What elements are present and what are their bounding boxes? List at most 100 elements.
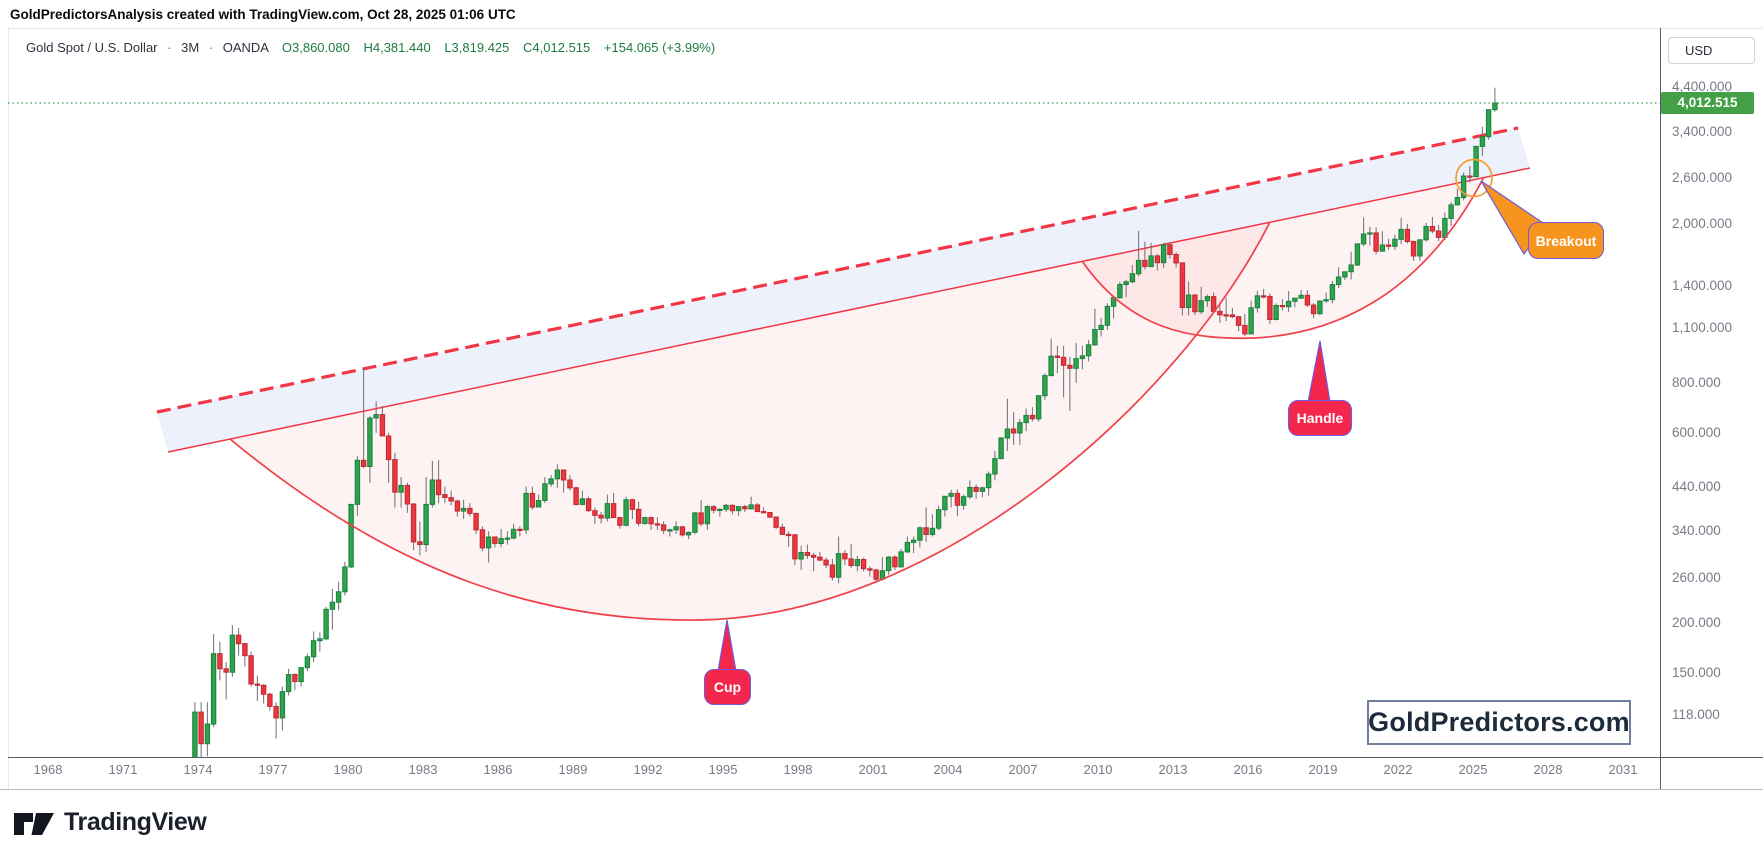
- candle: [804, 552, 811, 556]
- year-tick-label: 2031: [1608, 762, 1638, 777]
- candle: [1254, 295, 1261, 309]
- chart-legend[interactable]: Gold Spot / U.S. Dollar · 3M · OANDA O3,…: [26, 40, 715, 55]
- currency-selector[interactable]: USD: [1668, 37, 1755, 64]
- candle: [1117, 284, 1123, 299]
- candle: [904, 541, 911, 553]
- year-tick-label: 2028: [1533, 762, 1563, 777]
- candle: [898, 551, 904, 568]
- year-tick-label: 2025: [1458, 762, 1488, 777]
- candle: [1367, 232, 1373, 235]
- candle: [1310, 304, 1317, 315]
- handle-callout-pointer: [1307, 340, 1331, 403]
- time-axis-separator[interactable]: [8, 757, 1763, 758]
- candle: [254, 683, 261, 686]
- candle: [1204, 296, 1211, 302]
- year-tick-label: 2007: [1008, 762, 1038, 777]
- candle: [1079, 355, 1086, 360]
- candle: [717, 508, 723, 511]
- year-tick-label: 1995: [708, 762, 738, 777]
- watermark-text: GoldPredictors.com: [1368, 707, 1630, 737]
- year-tick-label: 1989: [558, 762, 588, 777]
- candle: [785, 533, 792, 537]
- candle: [448, 497, 454, 502]
- breakout-circle[interactable]: [1455, 158, 1493, 198]
- handle-label-badge[interactable]: Handle: [1288, 400, 1352, 436]
- separator-dot: ·: [167, 40, 172, 55]
- support-trendline-solid[interactable]: [167, 167, 1531, 453]
- candle: [517, 528, 523, 531]
- candle: [223, 668, 229, 673]
- candle: [867, 568, 873, 571]
- symbol-title[interactable]: Gold Spot / U.S. Dollar: [26, 40, 158, 55]
- candle: [1392, 238, 1398, 247]
- candlestick-series[interactable]: [192, 87, 1498, 774]
- candle: [1398, 228, 1404, 240]
- candle: [698, 512, 704, 525]
- candle: [835, 553, 842, 578]
- footer-separator: [0, 789, 1763, 790]
- breakout-label-badge[interactable]: Breakout: [1528, 222, 1604, 259]
- candle: [504, 537, 511, 540]
- year-tick-label: 2016: [1233, 762, 1263, 777]
- candle: [1010, 428, 1017, 434]
- ohlc-low: L3,819.425: [444, 40, 510, 55]
- handle-arc[interactable]: [1081, 176, 1485, 340]
- price-tick-label: 800.000: [1672, 374, 1721, 390]
- candle: [1173, 254, 1179, 264]
- candle: [1242, 324, 1248, 335]
- candle: [467, 507, 473, 514]
- candle: [310, 640, 317, 658]
- candle: [479, 529, 486, 549]
- candle: [354, 459, 361, 505]
- price-axis-separator[interactable]: [1660, 28, 1661, 789]
- candle: [529, 492, 536, 508]
- candle: [442, 494, 448, 499]
- interval-label[interactable]: 3M: [181, 40, 200, 55]
- candle: [1492, 102, 1498, 111]
- candle: [1435, 230, 1442, 238]
- candle: [710, 506, 717, 511]
- chart-frame-left-border: [8, 28, 9, 789]
- candle: [604, 503, 611, 519]
- channel-band[interactable]: [157, 128, 1530, 452]
- candle: [1192, 294, 1198, 313]
- candle: [1385, 244, 1392, 247]
- tradingview-logo-text: TradingView: [64, 807, 207, 836]
- cup-label-badge[interactable]: Cup: [704, 669, 751, 705]
- candle: [1323, 299, 1329, 302]
- candle: [1148, 255, 1154, 268]
- price-tick-label: 2,600.000: [1672, 170, 1733, 186]
- candle: [1154, 255, 1161, 264]
- candle: [304, 656, 311, 669]
- last-price-text: 4,012.515: [1677, 95, 1738, 111]
- price-tick-label: 3,400.000: [1672, 123, 1733, 139]
- handle-label-text: Handle: [1296, 410, 1344, 426]
- year-tick-label: 2019: [1308, 762, 1338, 777]
- candle: [1279, 305, 1286, 308]
- candle: [773, 516, 779, 528]
- candle: [654, 523, 661, 526]
- candle: [792, 534, 798, 560]
- candle: [1460, 175, 1467, 199]
- cup-arc[interactable]: [229, 221, 1271, 621]
- candle: [704, 506, 711, 525]
- chart-frame-top-border: [8, 28, 1763, 29]
- candle: [692, 512, 698, 533]
- candle: [1167, 244, 1173, 256]
- resistance-trendline-dashed[interactable]: [156, 126, 1519, 414]
- ohlc-open: O3,860.080: [281, 40, 350, 55]
- candle: [1092, 329, 1098, 346]
- price-tick-label: 2,000.000: [1672, 215, 1733, 231]
- candle: [1142, 259, 1148, 268]
- tradingview-logo[interactable]: TradingView: [12, 806, 207, 838]
- candle: [854, 559, 861, 567]
- candle: [954, 492, 961, 506]
- candle: [1048, 355, 1054, 377]
- candle: [910, 539, 917, 543]
- candle: [398, 484, 404, 493]
- candle: [542, 483, 548, 501]
- candle: [192, 711, 198, 757]
- tradingview-logo-icon: [14, 813, 54, 835]
- candle: [1360, 233, 1367, 245]
